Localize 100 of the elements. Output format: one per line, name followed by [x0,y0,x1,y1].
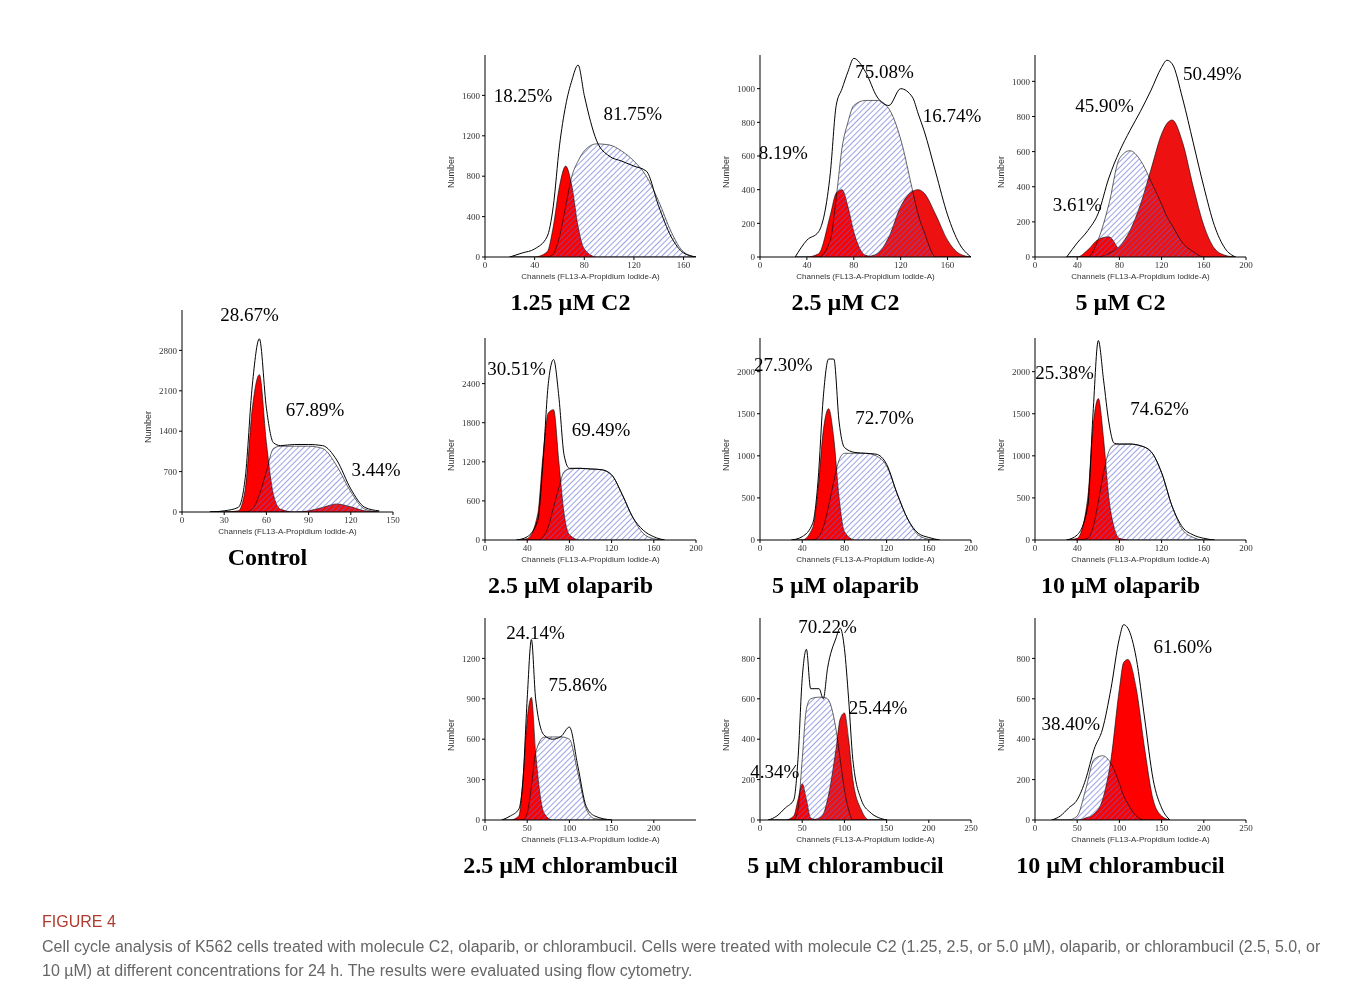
x-tick-label: 50 [1072,823,1083,834]
x-tick-label: 120 [879,543,894,554]
annotation: 69.49% [571,418,631,440]
x-tick-label: 120 [893,260,908,271]
annotation: 3.44% [351,459,401,481]
x-tick-label: 250 [964,823,979,834]
y-axis-title: Number [721,439,732,472]
text: 2.5 µM olaparib [486,572,655,599]
y-axis-title: Number [996,156,1007,189]
y-axis-title: Number [446,439,457,472]
annotation: 38.40% [1041,712,1101,734]
x-axis-title: Channels (FL13-A-Propidium Iodide-A) [796,835,935,844]
x-axis-title: Channels (FL13-A-Propidium Iodide-A) [521,555,660,564]
y-axis-title: Number [446,719,457,752]
x-axis-title: Channels (FL13-A-Propidium Iodide-A) [1071,272,1210,281]
x-axis-title: Channels (FL13-A-Propidium Iodide-A) [218,527,357,536]
annotation: 75.86% [548,674,608,696]
x-tick-label: 150 [1154,823,1169,834]
x-tick-label: 80 [579,260,590,271]
x-tick-label: 160 [676,260,691,271]
x-axis-title: Channels (FL13-A-Propidium Iodide-A) [1071,555,1210,564]
text: 5 µM chlorambucil [746,852,945,879]
x-tick-label: 200 [689,543,704,554]
annotation: 67.89% [285,398,345,420]
annotation: 61.60% [1153,636,1213,658]
y-tick-label: 700 [163,466,178,477]
annotation: 8.19% [758,141,808,163]
x-tick-label: 0 [1032,260,1038,271]
y-axis-title: Number [996,439,1007,472]
x-axis-title: Channels (FL13-A-Propidium Iodide-A) [521,835,660,844]
y-tick-label: 1200 [462,653,481,664]
annotation: 45.90% [1075,95,1135,117]
y-tick-label: 0 [1025,535,1031,546]
x-tick-label: 0 [1032,823,1038,834]
x-tick-label: 150 [879,823,894,834]
x-tick-label: 150 [386,515,401,526]
y-tick-label: 0 [750,815,756,826]
annotation: 70.22% [798,615,857,637]
x-tick-label: 40 [802,260,812,271]
y-tick-label: 600 [741,693,756,704]
annotation: 3.61% [1052,194,1102,216]
y-tick-label: 600 [741,151,756,162]
y-tick-label: 1000 [737,83,756,94]
text: 2.5 µM C2 [790,289,901,316]
y-tick-label: 800 [1016,111,1031,122]
x-tick-label: 90 [304,515,314,526]
y-tick-label: 1800 [462,417,481,428]
y-tick-label: 1500 [737,408,756,419]
annotation: 16.74% [922,105,982,127]
y-tick-label: 600 [466,496,481,507]
annotation: 24.14% [506,621,566,643]
y-tick-label: 200 [741,218,756,229]
x-axis-title: Channels (FL13-A-Propidium Iodide-A) [796,555,935,564]
x-tick-label: 120 [1154,543,1169,554]
y-tick-label: 400 [741,184,756,195]
y-tick-label: 1200 [462,130,481,141]
x-tick-label: 160 [940,260,955,271]
y-tick-label: 800 [1016,653,1031,664]
x-tick-label: 0 [1032,543,1038,554]
text: FIGURE 4 [42,913,117,931]
x-tick-label: 200 [1239,260,1254,271]
x-tick-label: 200 [1197,823,1212,834]
x-axis-title: Channels (FL13-A-Propidium Iodide-A) [521,272,660,281]
y-tick-label: 400 [466,211,481,222]
y-tick-label: 0 [750,252,756,263]
x-tick-label: 120 [627,260,642,271]
y-tick-label: 800 [741,117,756,128]
x-tick-label: 160 [922,543,937,554]
x-tick-label: 120 [344,515,359,526]
y-tick-label: 0 [1025,815,1031,826]
y-tick-label: 0 [475,252,481,263]
y-tick-label: 2000 [737,366,756,377]
x-tick-label: 160 [1197,260,1212,271]
x-tick-label: 120 [1154,260,1169,271]
x-tick-label: 80 [849,260,859,271]
x-tick-label: 150 [604,823,619,834]
y-tick-label: 1000 [1012,451,1031,462]
x-tick-label: 0 [179,515,185,526]
annotation: 25.44% [848,696,908,718]
y-axis-title: Number [721,719,732,752]
x-tick-label: 40 [797,543,808,554]
x-axis-title: Channels (FL13-A-Propidium Iodide-A) [1071,835,1210,844]
x-tick-label: 80 [1114,543,1125,554]
x-tick-label: 200 [1239,543,1254,554]
y-tick-label: 900 [466,693,481,704]
text: Control [226,544,309,571]
x-tick-label: 60 [261,515,272,526]
x-tick-label: 80 [1114,260,1125,271]
y-tick-label: 0 [475,535,481,546]
y-tick-label: 2100 [159,385,178,396]
y-tick-label: 800 [741,653,756,664]
text: 2.5 µM chlorambucil [462,852,679,879]
text: 5 µM C2 [1074,289,1167,316]
y-tick-label: 800 [466,171,481,182]
annotation: 18.25% [493,85,553,107]
x-tick-label: 250 [1239,823,1254,834]
x-tick-label: 0 [757,260,763,271]
y-tick-label: 1000 [1012,76,1031,87]
y-tick-label: 500 [1016,493,1031,504]
text: 5 µM olaparib [770,572,921,599]
